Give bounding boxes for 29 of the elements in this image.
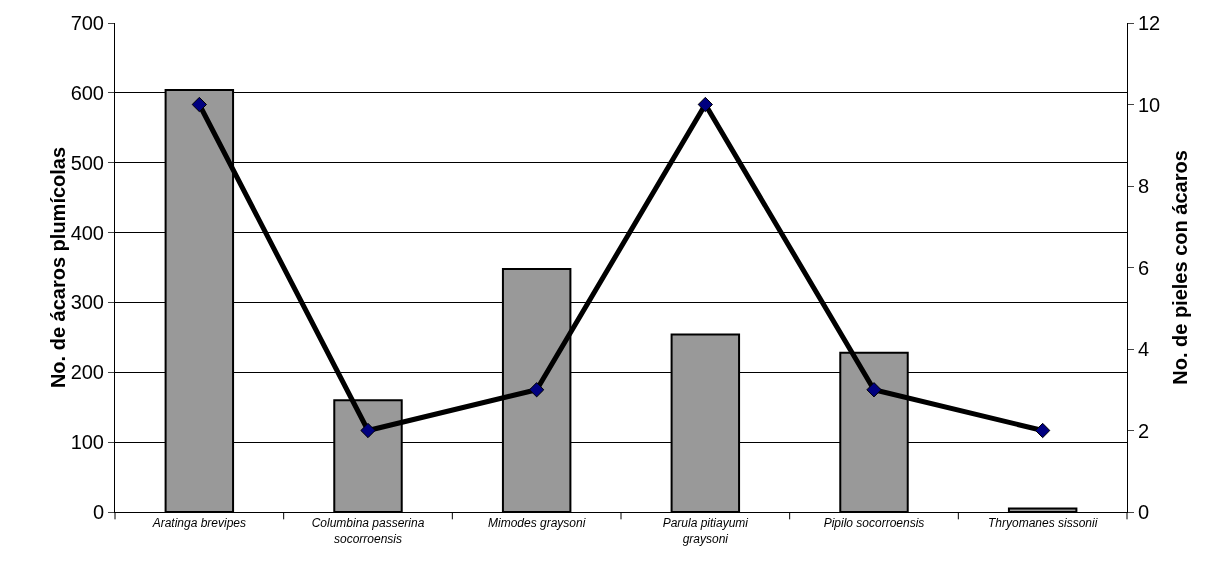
y-tick-label: 500 [70, 151, 104, 174]
point [697, 96, 713, 113]
x-tick-label: Pipilo socorroensis [823, 516, 925, 531]
y2-axis-title: No. de pieles con ácaros [1169, 150, 1191, 385]
point [360, 422, 376, 439]
y-tick-label: 400 [70, 221, 104, 244]
x-tick-label: Thryomanes sissonii [987, 516, 1098, 531]
y-tick-label: 700 [70, 12, 104, 34]
y-tick-label: 200 [70, 361, 104, 384]
y-axis-title: No. de ácaros plumícolas [46, 146, 69, 389]
y2-tick-label: 2 [1138, 419, 1150, 442]
y-tick-label: 300 [70, 291, 104, 314]
y2-tick-label: 8 [1138, 175, 1150, 197]
y-tick-label: 600 [70, 81, 104, 104]
y2-tick-label: 12 [1138, 12, 1161, 34]
y2-tick-label: 0 [1138, 501, 1150, 523]
y2-tick-label: 4 [1138, 338, 1150, 360]
x-tick-label: Mimodes graysoni [487, 516, 586, 531]
y2-tick-label: 6 [1138, 256, 1150, 279]
x-tick-label: Parula pitiayumi graysoni [662, 516, 749, 546]
x-tick-label: Columbina passerina socorroensis [311, 516, 425, 546]
point [191, 96, 207, 113]
point [529, 382, 545, 398]
y-tick-label: 0 [92, 501, 104, 523]
x-tick-label: Aratinga brevipes [151, 516, 247, 531]
point [866, 382, 882, 398]
y-tick-label: 100 [70, 431, 104, 454]
point [1035, 422, 1051, 439]
y2-tick-label: 10 [1138, 93, 1161, 116]
